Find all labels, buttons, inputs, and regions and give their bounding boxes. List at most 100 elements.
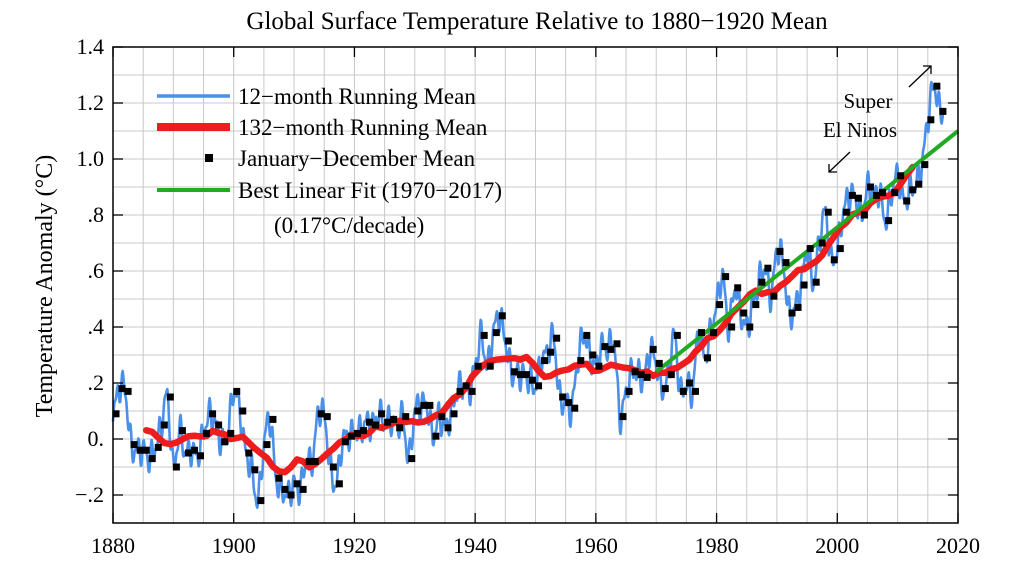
y-axis-label: Temperature Anomaly (°C)	[32, 155, 58, 418]
plot-area	[111, 46, 960, 524]
annual-mean-point	[873, 191, 881, 199]
annual-mean-point	[788, 309, 796, 317]
annual-mean-point	[667, 371, 675, 379]
annual-mean-point	[704, 354, 712, 362]
annual-mean-point	[335, 480, 343, 488]
annual-mean-point	[323, 413, 331, 421]
annual-mean-point	[770, 292, 778, 300]
annual-mean-point	[903, 197, 911, 205]
legend-note-trend-rate: (0.17°C/decade)	[274, 213, 424, 238]
annual-mean-point	[142, 446, 150, 454]
annual-mean-point	[372, 421, 380, 429]
annual-mean-point	[728, 323, 736, 331]
annual-mean-point	[685, 379, 693, 387]
x-tick-label: 2020	[936, 533, 980, 558]
annual-mean-point	[456, 387, 464, 395]
annual-mean-point	[444, 424, 452, 432]
annual-mean-point	[359, 427, 367, 435]
annual-mean-point	[734, 284, 742, 292]
annual-mean-point	[420, 401, 428, 409]
annual-mean-point	[516, 371, 524, 379]
annual-mean-point	[915, 180, 923, 188]
annual-mean-point	[752, 301, 760, 309]
annual-mean-point	[565, 399, 573, 407]
annual-mean-point	[583, 331, 591, 339]
annual-mean-point	[462, 382, 470, 390]
annual-mean-point	[824, 208, 832, 216]
annual-mean-point	[221, 438, 229, 446]
annual-mean-point	[178, 427, 186, 435]
annual-mean-point	[589, 351, 597, 359]
annual-mean-point	[124, 387, 132, 395]
annotation-line-1: Super	[844, 89, 893, 113]
annual-mean-point	[848, 191, 856, 199]
legend-item-linear-fit: Best Linear Fit (1970−2017)	[157, 178, 502, 203]
y-tick-label: 0.	[88, 426, 105, 451]
annual-mean-point	[154, 443, 162, 451]
annual-mean-point	[426, 401, 434, 409]
annual-mean-point	[390, 415, 398, 423]
annual-mean-point	[329, 463, 337, 471]
annual-mean-point	[571, 404, 579, 412]
legend-label-12-month: 12−month Running Mean	[238, 84, 476, 109]
annual-mean-point	[366, 418, 374, 426]
arrow-1998-icon	[828, 151, 851, 173]
annual-mean-point	[794, 303, 802, 311]
annual-mean-point	[830, 256, 838, 264]
annual-mean-point	[209, 410, 217, 418]
annual-mean-point	[432, 432, 440, 440]
annual-mean-point	[921, 161, 929, 169]
legend-item-annual-mean: January−December Mean	[205, 146, 476, 171]
annual-mean-point	[577, 357, 585, 365]
y-tick-label: .2	[88, 370, 105, 395]
annual-mean-point	[492, 329, 500, 337]
annual-mean-point	[812, 278, 820, 286]
annual-mean-point	[559, 393, 567, 401]
annual-mean-point	[190, 446, 198, 454]
annual-mean-point	[504, 337, 512, 345]
annual-mean-point	[710, 329, 718, 337]
annual-mean-point	[722, 273, 730, 281]
annual-mean-point	[414, 407, 422, 415]
annual-mean-point	[251, 466, 259, 474]
legend-label-132-month: 132−month Running Mean	[238, 115, 488, 140]
annual-mean-point	[535, 382, 543, 390]
annual-mean-point	[438, 413, 446, 421]
annual-mean-point	[450, 410, 458, 418]
annual-mean-point	[468, 387, 476, 395]
annual-mean-point	[136, 446, 144, 454]
chart-title: Global Surface Temperature Relative to 1…	[246, 8, 828, 35]
annual-mean-point	[547, 348, 555, 356]
x-axis-tick-labels: 1880 1900 1920 1940 1960 1980 2000 2020	[91, 533, 980, 558]
annual-mean-point	[341, 438, 349, 446]
x-tick-label: 1900	[212, 533, 256, 558]
annual-mean-point	[293, 480, 301, 488]
annual-mean-point	[215, 421, 223, 429]
annual-mean-point	[269, 415, 277, 423]
annual-mean-point	[649, 345, 657, 353]
y-tick-label: 1.2	[77, 90, 105, 115]
annual-mean-point	[197, 452, 205, 460]
annual-mean-point	[746, 323, 754, 331]
annual-mean-point	[691, 387, 699, 395]
annual-mean-point	[836, 245, 844, 253]
annual-mean-point	[697, 329, 705, 337]
annual-mean-point	[643, 373, 651, 381]
annual-mean-point	[299, 485, 307, 493]
el-nino-annotation: Super El Ninos	[823, 65, 932, 173]
annual-mean-point	[655, 359, 663, 367]
annual-mean-point	[172, 463, 180, 471]
annual-mean-point	[396, 424, 404, 432]
annual-mean-point	[776, 247, 784, 255]
x-tick-label: 2000	[815, 533, 859, 558]
annual-mean-point	[625, 387, 633, 395]
annual-mean-point	[160, 421, 168, 429]
y-axis-tick-labels: −.2 0. .2 .4 .6 .8 1.0 1.2 1.4	[75, 34, 104, 507]
x-tick-label: 1880	[91, 533, 135, 558]
annual-mean-point	[764, 264, 772, 272]
annual-mean-point	[800, 281, 808, 289]
y-tick-label: .4	[88, 314, 105, 339]
annual-mean-point	[148, 455, 156, 463]
annual-mean-point	[619, 413, 627, 421]
annual-mean-point	[510, 368, 518, 376]
